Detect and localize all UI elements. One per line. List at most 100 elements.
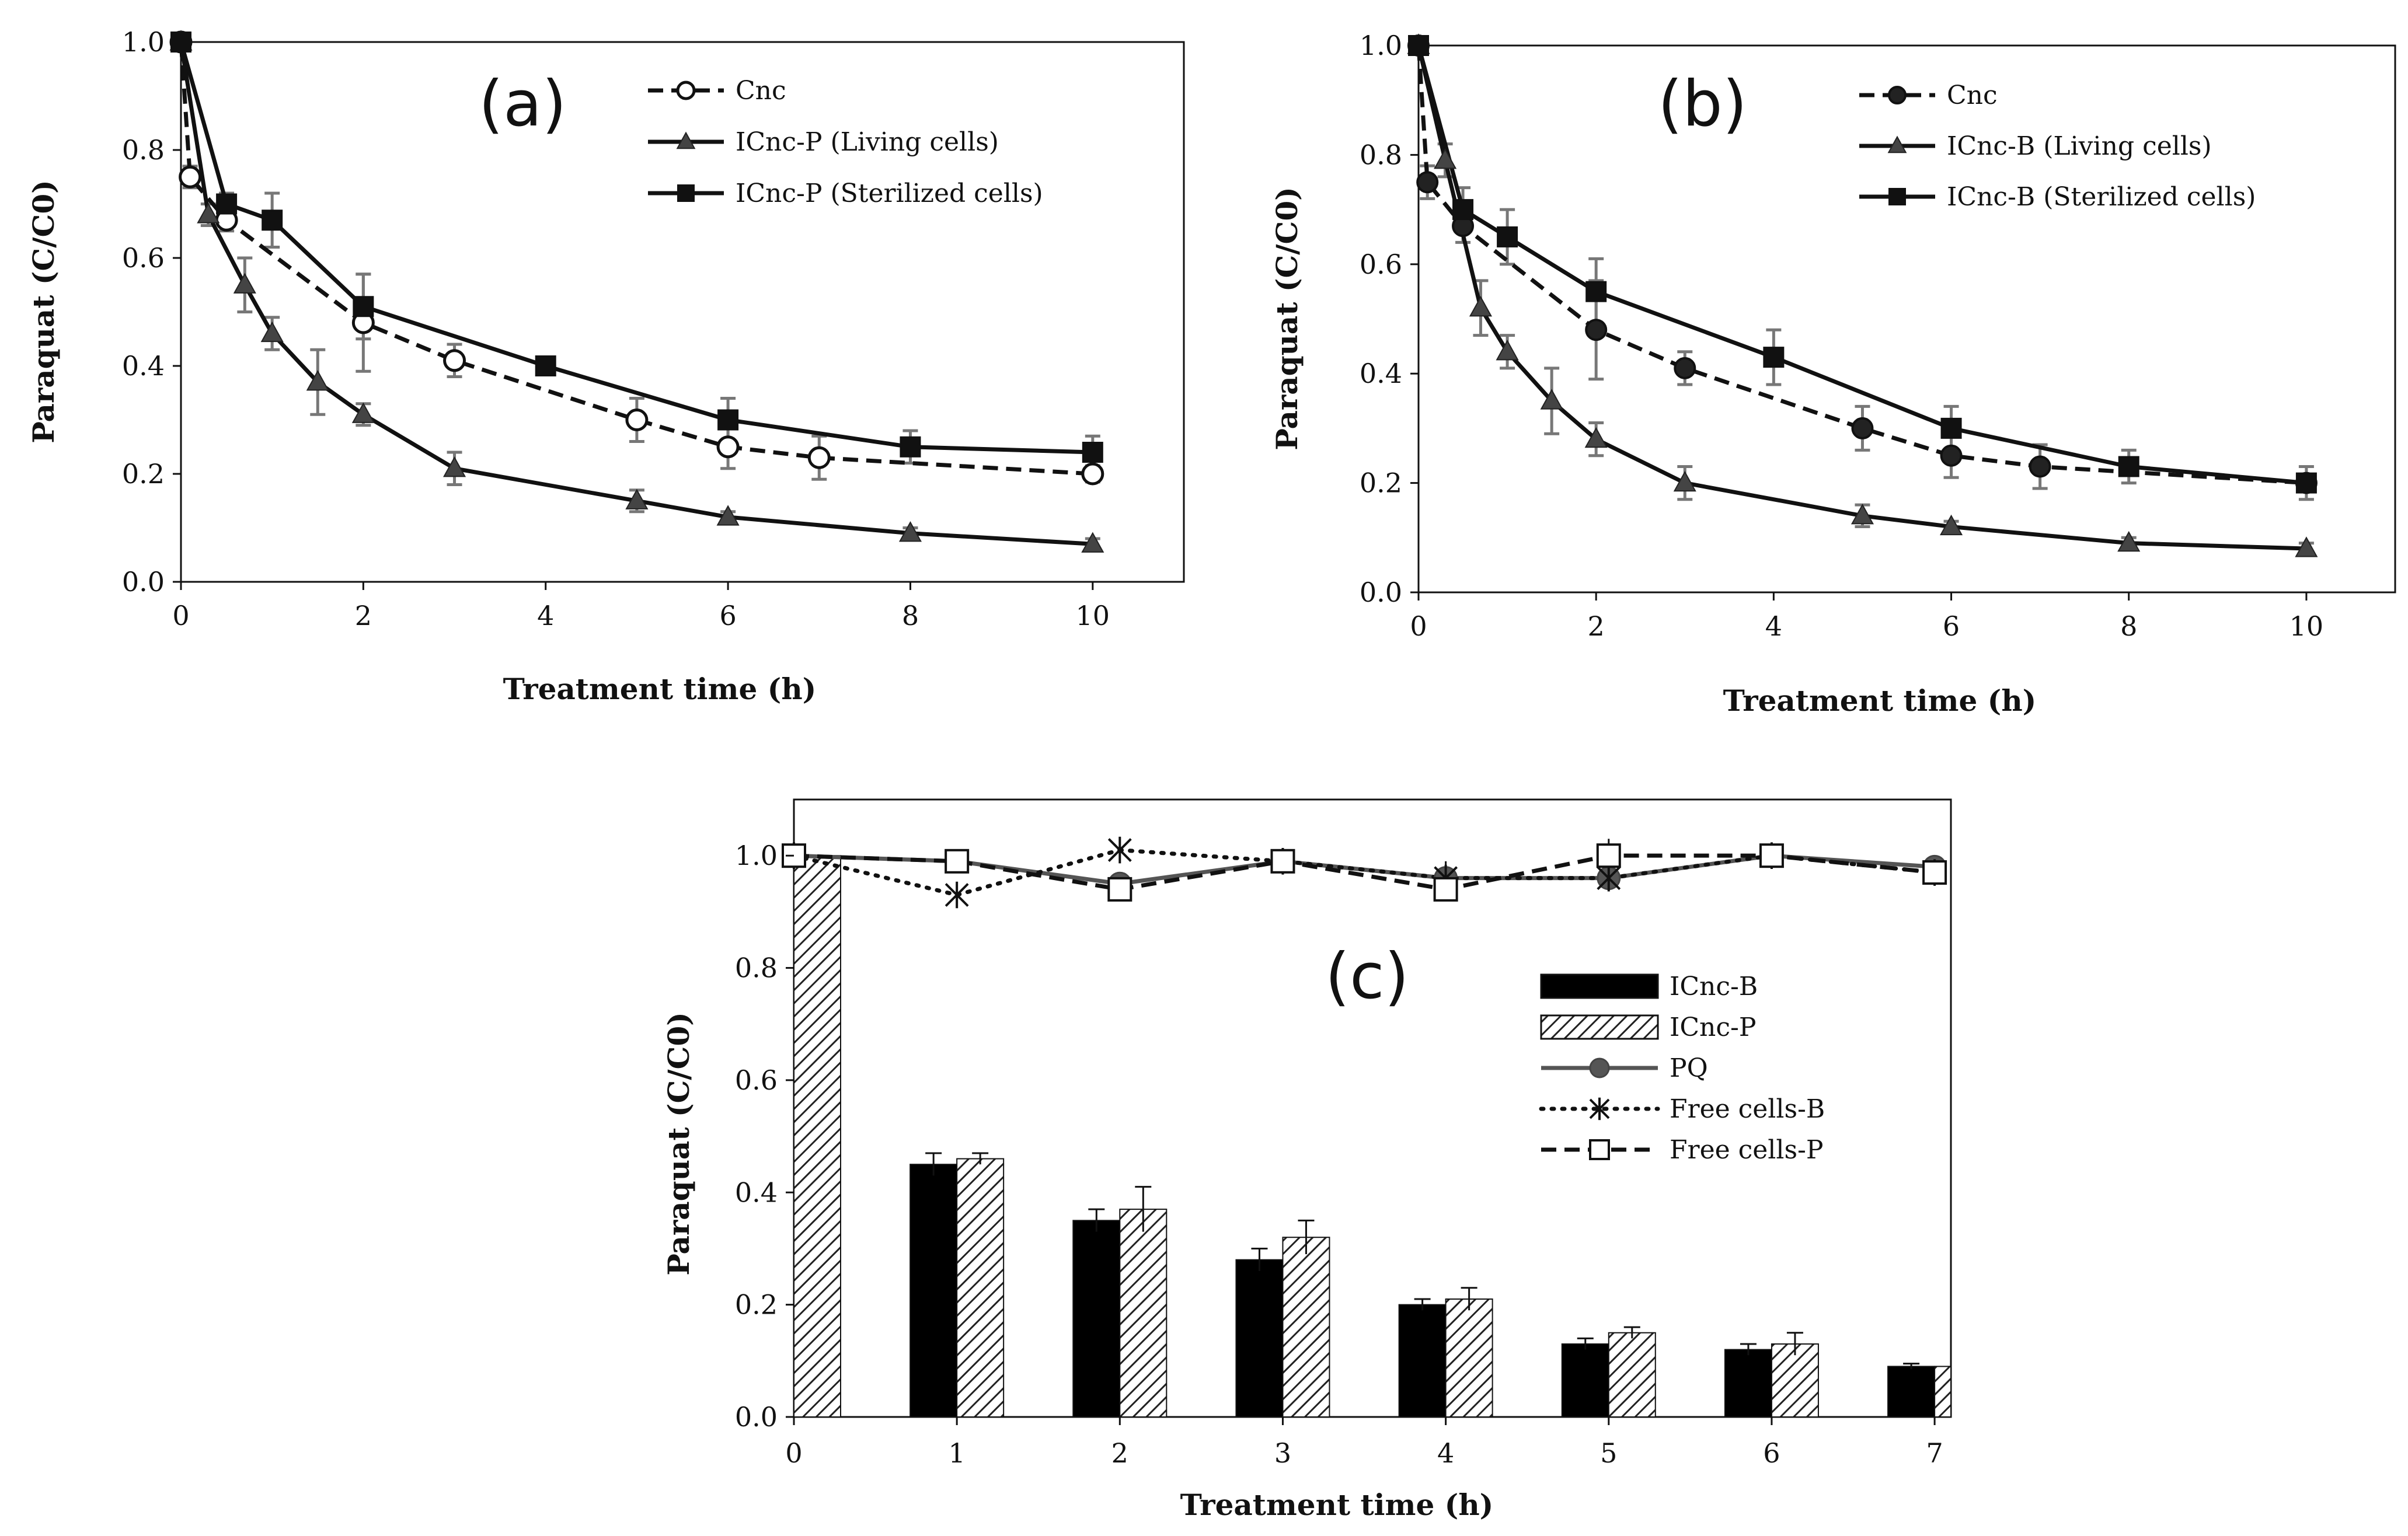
legend-swatch — [1540, 973, 1659, 999]
data-point — [1107, 877, 1132, 902]
data-point — [1107, 836, 1132, 864]
data-point — [1763, 347, 1785, 368]
data-point — [1851, 504, 1874, 525]
legend-label: PQ — [1670, 1053, 1708, 1083]
data-point — [306, 369, 329, 391]
data-point — [260, 321, 284, 343]
series-line-Free cells-P — [793, 853, 1935, 892]
data-point — [1433, 877, 1458, 902]
data-point — [351, 402, 375, 423]
data-point — [625, 488, 649, 509]
y-tick-label: 0.4 — [1360, 358, 1402, 389]
y-axis-label-c: Paraquat (C/C0) — [661, 1012, 696, 1276]
data-point — [197, 203, 220, 224]
y-tick-label: 0.2 — [122, 458, 165, 490]
bar-ICnc-B — [1398, 1304, 1447, 1418]
x-tick-label: 8 — [902, 600, 919, 631]
legend-label: Free cells-B — [1670, 1094, 1825, 1124]
x-tick-label: 4 — [537, 600, 554, 631]
legend-a: Cnc ICnc-P (Living cells) ICnc-P (Steriliz… — [648, 76, 1043, 208]
data-point — [2029, 455, 2051, 478]
data-point — [2117, 530, 2141, 552]
x-tick-label: 10 — [2289, 610, 2324, 642]
legend-marker — [1887, 135, 1907, 153]
x-tick-label: 1 — [949, 1437, 966, 1469]
bar-ICnc-B — [1561, 1343, 1609, 1418]
data-point — [216, 193, 238, 215]
chart-panel-b: 0 2 4 6 8 10 0.0 0.2 0.4 0.6 0.8 1.0 (b) Treatment… — [1270, 30, 2396, 718]
data-point — [1452, 199, 1474, 221]
data-point — [353, 296, 374, 317]
legend-marker — [676, 131, 696, 149]
x-tick-label: 6 — [719, 600, 736, 631]
x-tick-label: 4 — [1765, 610, 1782, 642]
bar-ICnc-P — [1934, 1366, 1952, 1418]
x-tick-label: 6 — [1763, 1437, 1780, 1469]
legend-label: ICnc-B (Sterilized cells) — [1947, 182, 2256, 212]
legend-label: ICnc-B (Living cells) — [1947, 131, 2212, 161]
data-point — [1434, 148, 1457, 169]
data-point — [625, 409, 649, 431]
legend-marker — [677, 184, 695, 202]
legend-label: Cnc — [1947, 81, 1998, 110]
series-line-0 — [1416, 45, 2307, 486]
data-point — [1416, 171, 1439, 194]
x-tick-label: 3 — [1274, 1437, 1291, 1469]
legend-marker — [1589, 1139, 1610, 1160]
data-point — [1540, 389, 1563, 410]
data-point — [262, 210, 283, 231]
y-tick-label: 1.0 — [735, 840, 778, 871]
legend-marker — [676, 81, 696, 100]
legend-c: ICnc-B ICnc-P PQ Free cells-B Free cells-P — [1539, 972, 1825, 1165]
data-point — [898, 521, 922, 542]
legend-label: ICnc-P (Sterilized cells) — [736, 179, 1043, 208]
data-point — [1497, 226, 1518, 247]
data-point — [1673, 470, 1696, 492]
x-tick-label: 10 — [1076, 600, 1110, 631]
data-point — [1922, 860, 1947, 885]
y-tick-label: 0.8 — [1360, 139, 1402, 170]
y-tick-label: 0.2 — [735, 1289, 778, 1321]
data-point — [716, 435, 740, 459]
y-axis-label-b: Paraquat (C/C0) — [1270, 187, 1304, 451]
plot-frame-a — [180, 41, 1185, 583]
x-tick-label: 2 — [1111, 1437, 1128, 1469]
bar-ICnc-P — [1771, 1343, 1819, 1418]
y-tick-label: 0.6 — [735, 1064, 778, 1096]
x-tick-label: 0 — [785, 1437, 802, 1469]
series-line-0 — [179, 41, 1093, 476]
bar-ICnc-B — [1887, 1366, 1936, 1418]
x-axis-label-b: Treatment time (h) — [1723, 683, 2037, 718]
data-point — [1940, 444, 1963, 467]
y-tick-label: 0.0 — [1360, 577, 1402, 608]
y-axis-label-a: Paraquat (C/C0) — [26, 180, 61, 444]
data-point — [535, 355, 556, 376]
data-point — [1270, 849, 1295, 874]
y-tick-label: 0.8 — [122, 134, 165, 166]
bar-ICnc-P — [793, 855, 841, 1418]
data-point — [1496, 339, 1519, 361]
data-point — [1596, 843, 1621, 868]
legend-label: ICnc-B — [1670, 972, 1758, 1001]
x-tick-label: 2 — [1588, 610, 1605, 642]
data-point — [1082, 442, 1103, 463]
y-tick-label: 1.0 — [1360, 30, 1402, 61]
data-point — [900, 436, 921, 458]
legend-b: Cnc ICnc-B (Living cells) ICnc-B (Steriliz… — [1859, 81, 2256, 212]
plot-frame-b — [1417, 44, 2396, 594]
legend-label: ICnc-P (Living cells) — [736, 127, 999, 157]
x-tick-label: 5 — [1600, 1437, 1617, 1469]
chart-panel-a: 0 2 4 6 8 10 0.0 0.2 0.4 0.6 0.8 1.0 (a) Treatment… — [26, 26, 1185, 706]
x-axis-label-a: Treatment time (h) — [503, 672, 817, 706]
data-point — [179, 165, 202, 188]
legend-marker — [1589, 1057, 1610, 1078]
y-tick-label: 0.0 — [735, 1401, 778, 1433]
panel-tag-b: (b) — [1658, 68, 1747, 141]
y-tick-label: 0.6 — [1360, 249, 1402, 280]
data-point — [1081, 462, 1104, 486]
data-point — [1584, 427, 1608, 448]
x-tick-label: 2 — [355, 600, 372, 631]
panel-tag-c: (c) — [1325, 940, 1409, 1013]
data-point — [1585, 319, 1608, 341]
legend-label: Cnc — [736, 76, 786, 106]
